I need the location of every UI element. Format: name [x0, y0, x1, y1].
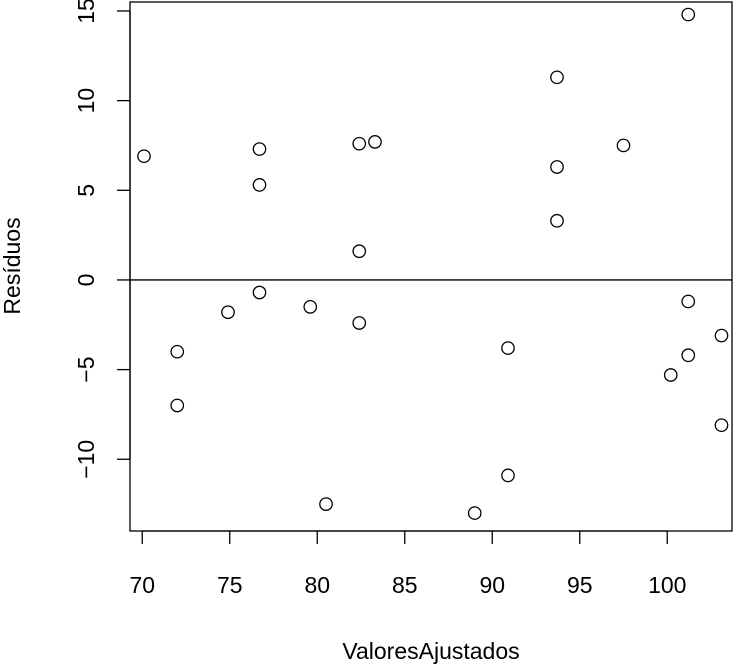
- x-tick-label: 95: [567, 572, 593, 598]
- data-point: [467, 506, 482, 520]
- x-axis: 70 75 80 85 90 95 100: [129, 530, 686, 598]
- data-point: [681, 294, 696, 309]
- data-point: [681, 7, 696, 22]
- data-point: [550, 70, 564, 85]
- y-tick-label: 5: [73, 184, 99, 197]
- data-point: [616, 138, 631, 153]
- x-tick-label: 75: [217, 572, 243, 598]
- y-tick-label: 15: [73, 0, 99, 24]
- data-point: [137, 149, 151, 164]
- data-point: [714, 328, 729, 343]
- y-tick-label: −10: [73, 440, 99, 479]
- data-point: [252, 285, 267, 300]
- x-axis-label: ValoresAjustados: [342, 638, 519, 664]
- data-point: [550, 160, 564, 174]
- data-point: [352, 244, 367, 259]
- data-point: [368, 135, 382, 149]
- data-point: [550, 213, 564, 228]
- data-point: [319, 497, 333, 511]
- data-point: [663, 368, 678, 382]
- data-point: [252, 142, 267, 156]
- y-tick-label: −5: [73, 356, 99, 382]
- y-tick-label: 0: [73, 274, 99, 287]
- data-points: [137, 7, 729, 520]
- data-point: [714, 418, 729, 433]
- plot-frame: [129, 1, 733, 532]
- data-point: [501, 468, 515, 483]
- data-point: [303, 299, 318, 314]
- x-tick-label: 100: [648, 572, 686, 598]
- data-point: [352, 316, 367, 330]
- x-tick-label: 70: [129, 572, 155, 598]
- y-tick-label: 10: [73, 88, 99, 114]
- data-point: [681, 348, 696, 363]
- x-tick-label: 90: [479, 572, 505, 598]
- x-tick-label: 80: [304, 572, 330, 598]
- data-point: [352, 136, 367, 151]
- data-point: [501, 341, 515, 355]
- data-point: [170, 398, 185, 413]
- data-point: [170, 344, 185, 359]
- data-point: [221, 305, 235, 320]
- data-point: [252, 178, 267, 192]
- y-axis: −10 −5 0 5 10 15: [73, 0, 131, 479]
- y-axis-label: Resíduos: [0, 217, 25, 314]
- x-tick-label: 85: [392, 572, 418, 598]
